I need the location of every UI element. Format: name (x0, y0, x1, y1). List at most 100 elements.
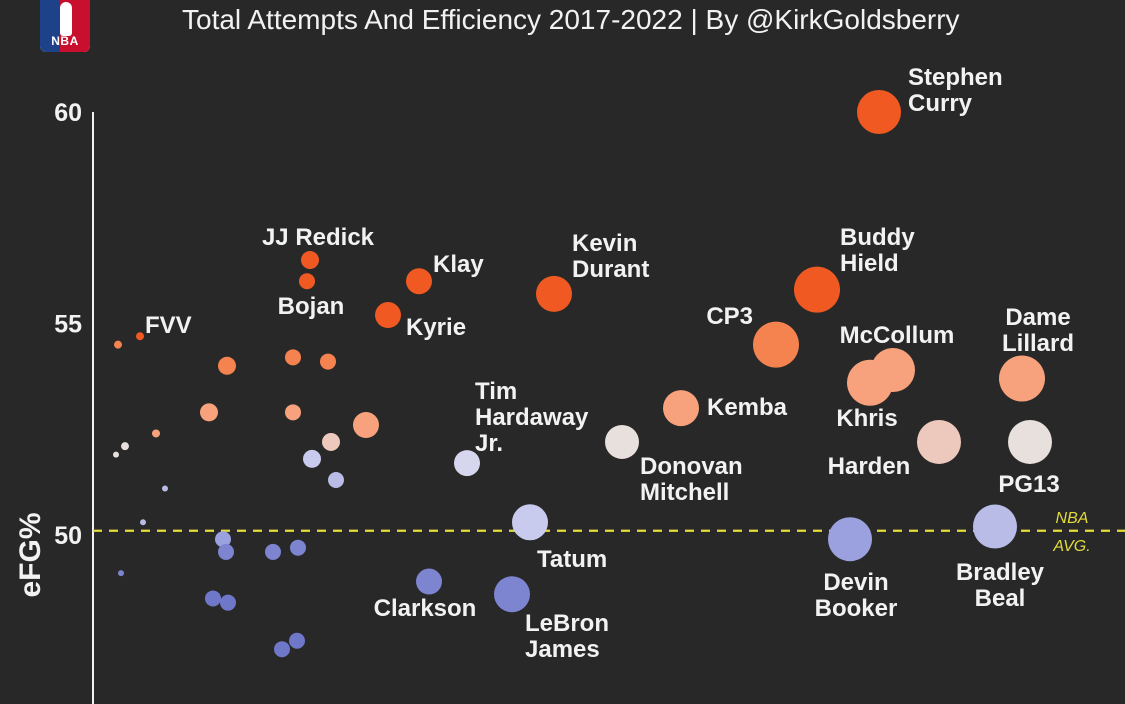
label-line: Dame (1005, 304, 1070, 331)
data-point (121, 442, 129, 451)
y-axis: 50 55 60 eFG% (14, 99, 94, 704)
point-khris (847, 359, 893, 406)
data-point (285, 349, 301, 366)
data-point (200, 403, 218, 422)
point-jj-redick (301, 251, 319, 270)
label-line: Donovan (640, 453, 743, 480)
label-cp3: CP3 (706, 303, 753, 330)
label-line: Clarkson (374, 595, 477, 622)
label-line: Buddy (840, 224, 915, 251)
label-kevin-durant: Kevin Durant (572, 230, 649, 283)
label-lebron-james: LeBron James (525, 610, 609, 663)
label-kyrie: Kyrie (406, 314, 466, 341)
nba-logo-silhouette (60, 2, 72, 36)
label-line: Durant (572, 256, 649, 283)
points-group (113, 90, 1052, 658)
label-line: Kemba (707, 394, 788, 421)
data-point (303, 449, 321, 468)
nba-average-label-2: AVG. (1052, 538, 1090, 555)
label-line: James (525, 636, 600, 663)
label-pg13: PG13 (998, 471, 1059, 498)
y-axis-label: eFG% (14, 512, 47, 597)
labels-group: Stephen Curry JJ Redick Bojan Klay Kyrie Kevin… (145, 64, 1074, 663)
data-point (274, 641, 290, 658)
nba-logo-text: NBA (51, 34, 79, 48)
label-stephen-curry: Stephen Curry (908, 64, 1003, 117)
point-buddy-hield (794, 266, 840, 313)
label-jj-redick: JJ Redick (262, 224, 375, 251)
point-bradley-beal (973, 504, 1017, 549)
label-devin-booker: Devin Booker (815, 569, 898, 622)
point-devin-booker (828, 517, 872, 562)
point-fvv (136, 332, 144, 341)
point-donovan-mitchell (605, 424, 639, 459)
label-line: Curry (908, 90, 973, 117)
data-point (140, 519, 146, 526)
label-line: Hield (840, 250, 899, 277)
label-line: Bradley (956, 559, 1045, 586)
label-kemba: Kemba (707, 394, 788, 421)
label-clarkson: Clarkson (374, 595, 477, 622)
label-bradley-beal: Bradley Beal (956, 559, 1045, 612)
label-line: Klay (433, 251, 484, 278)
point-kyrie (375, 302, 401, 329)
label-line: Hardaway (475, 404, 589, 431)
label-line: LeBron (525, 610, 609, 637)
nba-average-label: NBA (1056, 510, 1089, 527)
data-point (162, 485, 168, 492)
data-point (290, 539, 306, 556)
y-tick-label: 60 (54, 99, 82, 127)
data-point (205, 590, 221, 607)
label-klay: Klay (433, 251, 484, 278)
label-line: Devin (823, 569, 888, 596)
point-stephen-curry (857, 90, 901, 134)
data-point (322, 432, 340, 451)
point-klay (406, 268, 432, 295)
label-tim-hardaway-jr: Tim Hardaway Jr. (475, 378, 589, 457)
point-clarkson (416, 568, 442, 595)
label-line: FVV (145, 312, 192, 339)
data-point (114, 340, 122, 349)
label-line: Mitchell (640, 479, 729, 506)
label-line: Khris (836, 405, 897, 432)
label-line: Jr. (475, 430, 503, 457)
y-tick-label: 50 (54, 522, 82, 550)
label-donovan-mitchell: Donovan Mitchell (640, 453, 743, 506)
label-line: Bojan (278, 293, 345, 320)
point-kemba (663, 390, 699, 427)
data-point (320, 353, 336, 370)
label-harden: Harden (828, 453, 911, 480)
point-lebron-james (494, 576, 530, 613)
data-point (265, 543, 281, 560)
label-line: Stephen (908, 64, 1003, 91)
point-bojan (299, 273, 315, 290)
data-point (353, 412, 379, 439)
point-dame-lillard (999, 355, 1045, 402)
point-tatum (512, 504, 548, 541)
label-line: Tim (475, 378, 517, 405)
point-kevin-durant (536, 275, 572, 312)
label-line: CP3 (706, 303, 753, 330)
data-point (113, 451, 119, 458)
label-line: Lillard (1002, 330, 1074, 357)
label-tatum: Tatum (537, 546, 607, 573)
label-line: JJ Redick (262, 224, 375, 251)
y-tick-label: 55 (54, 311, 82, 339)
data-point (289, 632, 305, 649)
data-point (218, 543, 234, 560)
nba-logo: NBA (40, 0, 90, 52)
label-bojan: Bojan (278, 293, 345, 320)
label-line: Kyrie (406, 314, 466, 341)
data-point (118, 570, 124, 577)
point-tim-hardaway-jr (454, 450, 480, 477)
data-point (285, 404, 301, 421)
point-pg13 (1008, 419, 1052, 464)
label-line: Booker (815, 595, 898, 622)
label-buddy-hield: Buddy Hield (840, 224, 915, 277)
average-line-group: NBA AVG. (93, 510, 1125, 555)
data-point (328, 472, 344, 489)
data-point (215, 531, 231, 548)
nba-logo-blue (40, 0, 60, 52)
point-cp3 (753, 321, 799, 368)
